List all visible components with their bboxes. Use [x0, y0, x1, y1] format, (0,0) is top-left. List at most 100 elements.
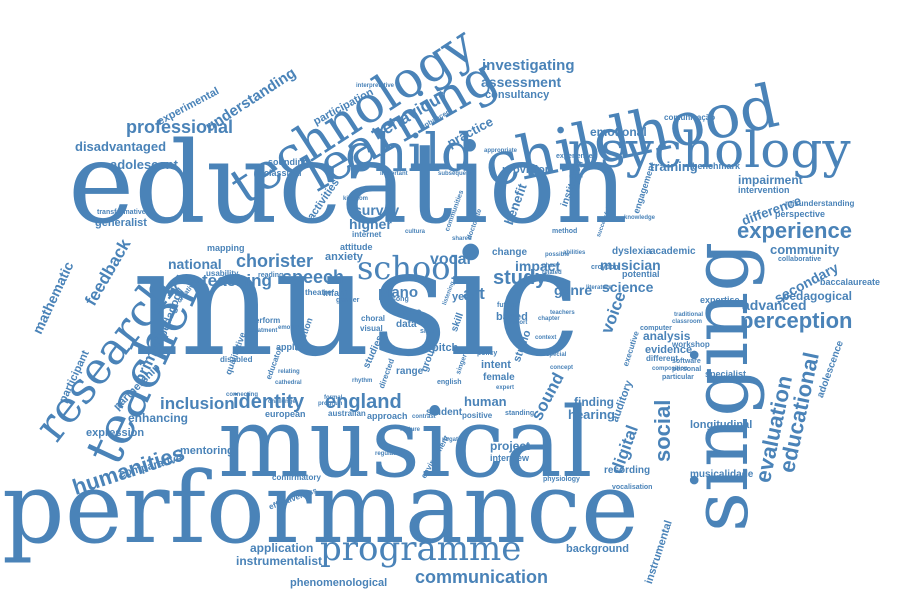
word-academic: academic: [650, 246, 696, 257]
word-particular: particular: [662, 374, 694, 381]
word-art: art: [463, 284, 485, 303]
word-perspective: perspective: [775, 209, 826, 219]
word-composition: composition: [652, 366, 688, 372]
word-year: year: [452, 291, 475, 303]
word-genre: genre: [554, 282, 593, 298]
word-context: context: [535, 335, 557, 341]
word-kingdom: kingdom: [343, 196, 368, 202]
word-positive: positive: [462, 411, 493, 420]
word-professional: professional: [126, 117, 234, 137]
word-chorister: chorister: [236, 251, 314, 271]
word-evidence: evidence: [645, 344, 693, 356]
word-sounding: sounding: [268, 157, 309, 167]
word-phenomenological: phenomenological: [290, 577, 388, 589]
word-hearing: hearing: [568, 407, 615, 422]
word-data: data: [396, 319, 417, 330]
word-phase: phase: [542, 263, 560, 269]
word-instrumentalist: instrumentalist: [236, 554, 323, 568]
word-investigating: investigating: [482, 57, 575, 74]
word-concept: concept: [550, 365, 574, 371]
word-programme: programme: [320, 529, 522, 569]
word-baccalaureate: baccalaureate: [820, 277, 881, 287]
word-future: future: [497, 302, 517, 309]
word-social: social: [650, 399, 675, 462]
word-impairment: impairment: [738, 173, 803, 187]
word-intent: intent: [481, 359, 511, 371]
word-training: training: [650, 159, 698, 174]
word-sing: sing: [420, 328, 435, 335]
word-emotion: emotion: [278, 325, 302, 331]
word-related: related: [542, 270, 562, 276]
word-england: england: [325, 391, 402, 413]
word-expertise: expertise: [700, 295, 740, 305]
word-singing: singing: [676, 241, 766, 532]
word-appropriate: appropriate: [484, 148, 518, 154]
word-student: student: [426, 407, 463, 418]
word-internet: internet: [352, 230, 382, 239]
word-higher: higher: [349, 216, 392, 232]
word-teaching: teaching: [202, 271, 272, 290]
word-range: range: [396, 366, 424, 377]
word-analysis: analysis: [643, 329, 691, 343]
word-comunicacao: comunicação: [664, 113, 716, 122]
word-usability: usability: [206, 269, 239, 278]
word-background: background: [566, 543, 629, 555]
word-musical: musical: [218, 387, 593, 499]
word-method: method: [552, 228, 578, 235]
word-standing: standing: [505, 410, 535, 417]
word-perform: perform: [250, 316, 281, 325]
word-rhythm: rhythm: [352, 378, 373, 384]
word-musician: musician: [600, 257, 661, 273]
word-mentoring: mentoring: [180, 445, 234, 457]
word-pedagogical: pedagogical: [782, 289, 853, 303]
word-policy: policy: [477, 350, 498, 357]
word-anxiety: anxiety: [325, 251, 363, 263]
word-communication: communication: [415, 567, 549, 587]
word-song: song: [392, 296, 409, 303]
word-collaborative: collaborative: [778, 256, 822, 263]
word-relating: relating: [278, 369, 300, 375]
word-shared: shared: [452, 236, 472, 242]
word-important: important: [380, 171, 408, 177]
word-choral: choral: [361, 314, 386, 323]
word-teachers: teachers: [550, 310, 575, 316]
word-treatment: treatment: [250, 328, 278, 334]
word-different: different: [646, 354, 678, 363]
word-music: music: [132, 216, 580, 390]
word-chapter: chapter: [538, 316, 560, 322]
word-inclusion: inclusion: [160, 394, 235, 413]
word-croydon: croydon: [591, 264, 619, 271]
word-recording: recording: [604, 465, 651, 476]
word-performance: performance: [2, 452, 640, 566]
word-enhancing: enhancing: [128, 411, 189, 425]
word-experienced: experienced: [556, 153, 597, 160]
word-school: school: [357, 249, 461, 287]
word-specialist: specialist: [705, 369, 747, 379]
word-computer: computer: [640, 325, 672, 332]
word-challenge: challenge: [268, 399, 296, 405]
word-cathedral: cathedral: [275, 380, 302, 386]
word-national: national: [168, 256, 222, 272]
word-based: based: [496, 311, 528, 323]
word-visual: visual: [360, 324, 383, 333]
word-program: program: [318, 401, 343, 407]
word-adolescent: adolescent: [110, 157, 178, 172]
word-perception: perception: [740, 308, 853, 333]
word-potential: potential: [622, 269, 660, 279]
word-community: community: [770, 242, 840, 257]
word-assessment: assessment: [481, 74, 562, 90]
word-longitudinal: longitudinal: [690, 419, 753, 431]
word-classical: classical: [264, 168, 302, 178]
word-musicalidade: musicalidade: [690, 469, 754, 480]
word-expert: expert: [496, 385, 515, 391]
word-survey: survey: [354, 202, 400, 218]
word-negative: negative: [442, 437, 467, 443]
word-possible: possible: [545, 252, 570, 258]
word-literature: literature: [586, 285, 612, 291]
word-emotional: emotional: [590, 125, 647, 139]
word-intervention: intervention: [738, 185, 790, 195]
word-mathematic: mathematic: [29, 259, 77, 337]
word-disadvantaged: disadvantaged: [75, 139, 167, 154]
word-experience: experience: [737, 218, 852, 243]
